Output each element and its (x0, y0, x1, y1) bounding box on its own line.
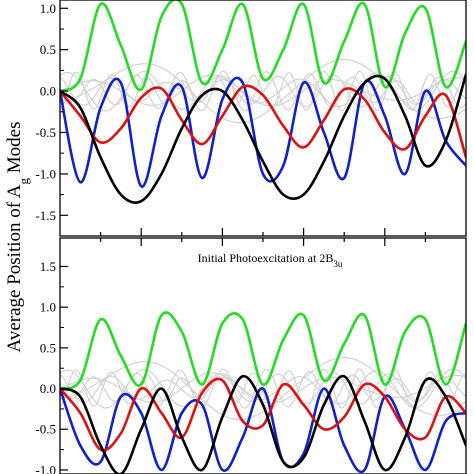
y-tick-label-bottom-3: 0.0 (40, 381, 56, 396)
y-axis-label-subscript: g (16, 177, 31, 184)
y-tick-label-bottom-5: -1.0 (35, 462, 56, 474)
y-tick-label-bottom-4: -0.5 (35, 422, 56, 437)
series-black-top (60, 73, 466, 204)
series-black-bottom (60, 374, 466, 474)
y-tick-label-top-4: -1.0 (35, 166, 56, 181)
y-axis-label: Average Position of Ag Modes (4, 122, 31, 353)
y-tick-label-top-5: -1.5 (35, 208, 56, 223)
series-green-bottom (60, 311, 466, 390)
series-red-bottom (60, 377, 466, 452)
y-tick-label-top-3: -0.5 (35, 125, 56, 140)
panel-annotation: Initial Photoexcitation at 2B3u (198, 251, 343, 269)
background-trace-top-3 (60, 70, 466, 112)
y-tick-label-bottom-0: 1.5 (40, 259, 56, 274)
panel-top: 1.0 0.5 0.0 -0.5 -1.0 -1.5 (35, 0, 467, 237)
y-tick-label-top-2: 0.0 (40, 84, 56, 99)
plot-area-top (60, 0, 466, 204)
background-trace-bottom-3 (60, 368, 466, 409)
y-tick-label-top-0: 1.0 (40, 1, 56, 16)
background-trace-bottom-4 (60, 356, 466, 421)
y-tick-label-bottom-1: 1.0 (40, 300, 56, 315)
series-green-top (60, 0, 466, 93)
y-tick-label-bottom-2: 0.5 (40, 340, 56, 355)
series-blue-top (60, 76, 466, 188)
series-red-top (60, 84, 466, 159)
panel-bottom: 1.5 1.0 0.5 0.0 -0.5 -1.0 (35, 237, 467, 474)
series-blue-bottom (60, 387, 466, 474)
background-trace-bottom-0 (60, 372, 466, 404)
background-trace-bottom-5 (60, 368, 466, 409)
plot-area-bottom (60, 311, 466, 474)
y-tick-label-top-1: 0.5 (40, 42, 56, 57)
